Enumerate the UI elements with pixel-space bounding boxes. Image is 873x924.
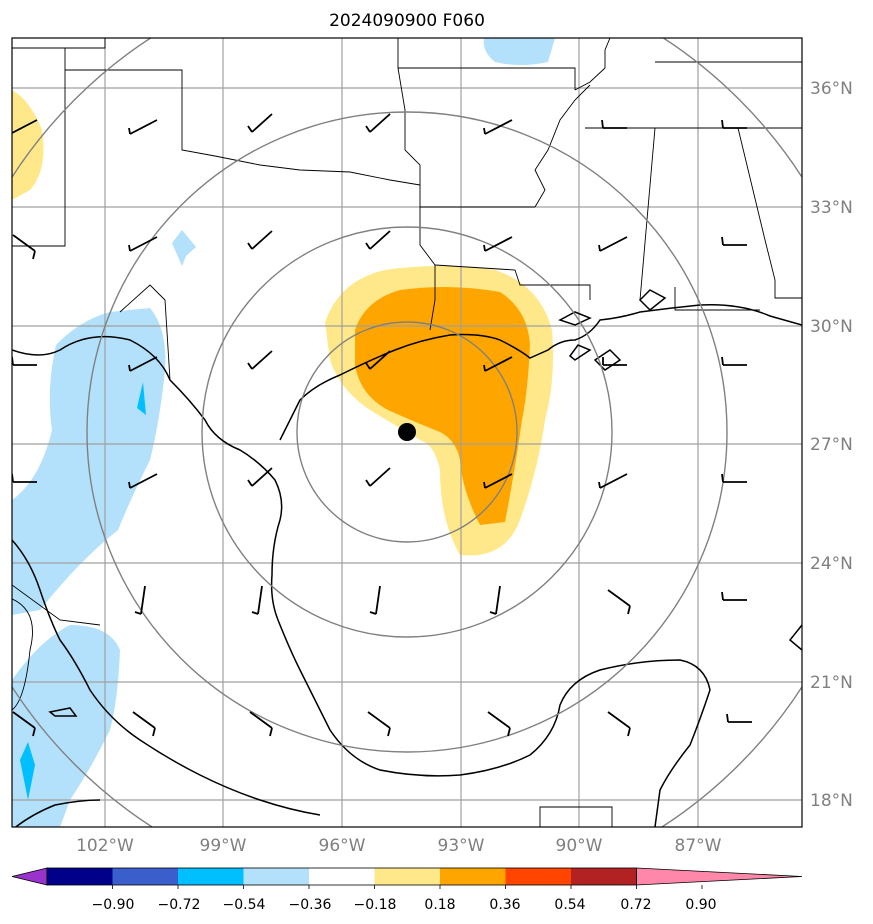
colorbar-extend-high xyxy=(636,867,803,886)
wind-barb-glyph xyxy=(365,350,391,370)
wind-barb-glyph xyxy=(128,119,158,135)
tx-la-coast xyxy=(279,303,802,441)
map-area xyxy=(12,38,802,827)
wind-barb-glyph xyxy=(598,473,628,489)
colorbar-tick-label: 0.72 xyxy=(620,897,651,913)
lat-label: 30°N xyxy=(810,317,853,337)
wind-barb-glyph xyxy=(483,473,513,489)
lon-label: 99°W xyxy=(200,836,247,856)
wind-barb-glyph xyxy=(365,230,391,250)
wind-barb-glyph xyxy=(249,711,273,737)
wind-barbs xyxy=(12,113,752,737)
wind-barb-glyph xyxy=(607,711,631,737)
map-title: 2024090900 F060 xyxy=(329,11,485,31)
colorbar-bin xyxy=(178,868,244,885)
wind-barb-glyph xyxy=(247,350,273,370)
negative-shade-west-core xyxy=(137,382,146,415)
lat-label: 18°N xyxy=(810,791,853,811)
wind-barb-glyph xyxy=(726,713,752,723)
lat-label: 36°N xyxy=(810,79,853,99)
range-rings xyxy=(12,38,802,827)
wind-barb-glyph xyxy=(721,591,747,601)
colorbar xyxy=(11,867,803,889)
colorbar-bin xyxy=(112,868,179,885)
lon-label: 87°W xyxy=(675,836,722,856)
wind-barb-glyph xyxy=(12,234,36,260)
colorbar-frame xyxy=(46,867,637,886)
colorbar-bin xyxy=(47,868,113,885)
wind-barb-glyph xyxy=(369,585,381,615)
wind-barb-glyph xyxy=(12,711,36,737)
colorbar-tick-label: 0.54 xyxy=(554,897,585,913)
colorbar-bin xyxy=(505,868,572,885)
latitude-labels: 36°N 33°N 30°N 27°N 24°N 21°N 18°N xyxy=(810,79,853,811)
colorbar-bin xyxy=(374,868,441,885)
wind-barb-glyph xyxy=(247,230,273,250)
colorbar-tick-label: −0.54 xyxy=(223,897,266,913)
colorbar-bin xyxy=(243,868,310,885)
positive-shade-nw xyxy=(12,90,44,200)
lat-lon-grid xyxy=(12,38,802,827)
wind-barb-glyph xyxy=(601,119,627,129)
wind-barb-glyph xyxy=(132,711,156,737)
colorbar-tick-label: −0.90 xyxy=(92,897,135,913)
storm-center-dot xyxy=(398,423,416,441)
wind-barb-glyph xyxy=(251,585,263,615)
negative-shade-top xyxy=(483,38,555,65)
wind-barb-glyph xyxy=(134,585,146,615)
mexico-coast xyxy=(12,539,321,816)
map-frame xyxy=(11,37,803,828)
wind-barb-glyph xyxy=(598,236,628,252)
wind-barb-glyph xyxy=(483,236,513,252)
negative-shade-sw xyxy=(12,625,120,827)
colorbar-tick-label: −0.72 xyxy=(158,897,201,913)
colorbar-tick-label: 0.18 xyxy=(424,897,455,913)
wind-barb-glyph xyxy=(721,356,747,366)
wind-barb-glyph xyxy=(365,467,391,487)
lon-label: 96°W xyxy=(319,836,366,856)
wind-barb-glyph xyxy=(721,119,747,129)
wind-barb-glyph xyxy=(367,711,391,737)
wind-barb-glyph xyxy=(12,119,38,134)
wind-barb-glyph xyxy=(483,119,513,135)
coastlines xyxy=(12,289,802,827)
wind-barb-glyph xyxy=(128,473,158,489)
colorbar-extend-low xyxy=(11,867,48,886)
lat-label: 33°N xyxy=(810,198,853,218)
lat-label: 27°N xyxy=(810,435,853,455)
wind-barb-glyph xyxy=(247,113,273,133)
wind-barb-glyph xyxy=(487,711,511,737)
negative-shade-sw-core xyxy=(20,742,35,800)
lon-label: 102°W xyxy=(76,836,134,856)
positive-shade-gulf-inner xyxy=(355,286,530,525)
wind-barb-glyph xyxy=(602,357,627,366)
lon-label: 90°W xyxy=(556,836,603,856)
wind-barb-glyph xyxy=(489,585,501,615)
colorbar-bin xyxy=(571,868,637,885)
longitude-labels: 102°W 99°W 96°W 93°W 90°W 87°W xyxy=(76,836,722,856)
lon-label: 93°W xyxy=(438,836,485,856)
wind-barb-glyph xyxy=(247,467,273,487)
wind-barb-glyph xyxy=(128,236,158,252)
colorbar-tick-labels: −0.90 −0.72 −0.54 −0.36 −0.18 0.18 0.36 … xyxy=(92,897,717,913)
colorbar-tick-label: −0.18 xyxy=(354,897,397,913)
colorbar-tick-label: −0.36 xyxy=(289,897,332,913)
wind-barb-glyph xyxy=(721,473,747,483)
wind-barb-glyph xyxy=(128,356,158,372)
colorbar-bin xyxy=(440,868,506,885)
wind-barb-glyph xyxy=(721,236,747,246)
wind-barb-glyph xyxy=(483,356,513,372)
lat-label: 24°N xyxy=(810,554,853,574)
lat-label: 21°N xyxy=(810,673,853,693)
colorbar-tick-label: 0.36 xyxy=(489,897,520,913)
colorbar-bin xyxy=(309,868,375,885)
wind-barb-glyph xyxy=(365,113,391,133)
colorbar-tick-label: 0.90 xyxy=(685,897,716,913)
wind-barb-glyph xyxy=(607,589,631,615)
negative-shade-tx xyxy=(172,230,196,266)
us-gulf-coast xyxy=(12,335,711,827)
